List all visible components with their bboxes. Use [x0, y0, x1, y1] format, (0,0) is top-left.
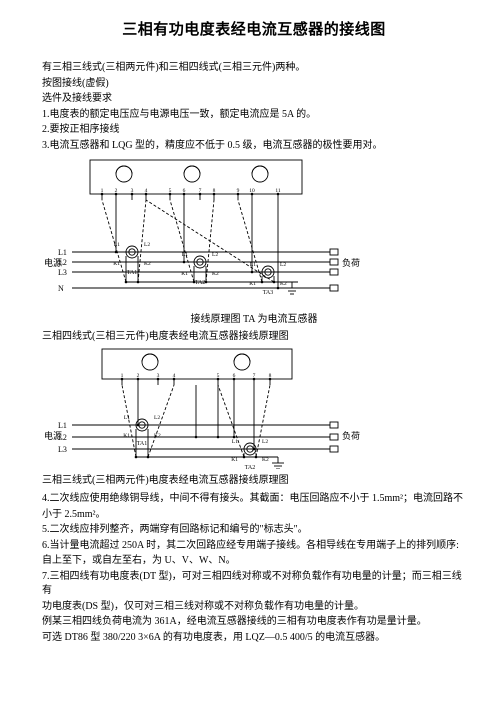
note-5: 5.二次线应排列整齐，两端穿有回路标记和编号的"标志头"。 — [42, 523, 466, 538]
intro-line-5: 2.要按正相序接线 — [42, 123, 466, 138]
note-8b: 可选 DT86 型 380/220 3×6A 的有功电度表，用 LQZ—0.5 … — [42, 631, 466, 646]
page-title: 三相有功电度表经电流互感器的接线图 — [42, 18, 466, 39]
svg-text:1: 1 — [121, 373, 124, 379]
svg-text:7: 7 — [199, 188, 202, 194]
svg-text:电源: 电源 — [44, 257, 62, 268]
intro-line-6: 3.电流互感器和 LQG 型的，精度应不低于 0.5 级，电流互感器的极性要用对… — [42, 139, 466, 154]
svg-text:9: 9 — [237, 188, 240, 194]
svg-text:3: 3 — [157, 373, 160, 379]
svg-text:3: 3 — [131, 188, 134, 194]
note-4a: 4.二次线应使用绝缘铜导线，中间不得有接头。其截面：电压回路应不小于 1.5mm… — [42, 492, 466, 507]
svg-text:8: 8 — [213, 188, 216, 194]
svg-text:4: 4 — [173, 373, 176, 379]
svg-text:10: 10 — [249, 188, 255, 194]
svg-text:N: N — [58, 284, 64, 293]
figure-1-wiring-3p4w: 1234567891011L1L2L3N电源负荷K1K2L1L2TA1K1K2L… — [42, 156, 362, 308]
svg-text:L1: L1 — [58, 421, 67, 430]
note-4b: 小于 2.5mm²。 — [42, 508, 466, 523]
svg-text:K1: K1 — [123, 433, 130, 439]
intro-line-3: 选件及接线要求 — [42, 92, 466, 107]
svg-text:L2: L2 — [262, 439, 268, 445]
figure-1-subcaption: 接线原理图 TA 为电流互感器 — [42, 310, 466, 325]
svg-text:6: 6 — [183, 188, 186, 194]
svg-text:8: 8 — [269, 373, 272, 379]
note-6a: 6.当计量电流超过 250A 时，其二次回路应经专用端子接线。各相导线在专用端子… — [42, 539, 466, 554]
figure-2-caption: 三相三线式(三相两元件)电度表经电流互感器接线原理图 — [42, 471, 466, 486]
intro-line-1: 有三相三线式(三相两元件)和三相四线式(三相三元件)两种。 — [42, 61, 466, 76]
note-7b: 功电度表(DS 型)，仅可对三相三线对称或不对称负载作有功电量的计量。 — [42, 600, 466, 615]
svg-text:负荷: 负荷 — [342, 430, 360, 441]
svg-text:L2: L2 — [280, 262, 286, 268]
svg-text:L3: L3 — [58, 445, 67, 454]
intro-line-4: 1.电度表的额定电压应与电源电压一致，额定电流应是 5A 的。 — [42, 108, 466, 123]
svg-text:4: 4 — [145, 188, 148, 194]
svg-text:11: 11 — [275, 188, 281, 194]
svg-text:K2: K2 — [262, 457, 269, 463]
svg-text:TA2: TA2 — [195, 280, 206, 286]
svg-text:L1: L1 — [232, 439, 238, 445]
note-8a: 例某三相四线负荷电流为 361A，经电流互感器接线的三相有功电度表作有功是量计量… — [42, 615, 466, 630]
intro-line-2: 按图接线(虚假) — [42, 77, 466, 92]
svg-text:1: 1 — [101, 188, 104, 194]
svg-text:6: 6 — [233, 373, 236, 379]
figure-2-wiring-3p3w: 12345678L1L2L3电源负荷K1K2L1L2TA1K1K2L1L2TA2 — [42, 345, 362, 469]
svg-text:K1: K1 — [113, 261, 120, 267]
svg-text:L1: L1 — [58, 248, 67, 257]
svg-text:TA1: TA1 — [127, 270, 138, 276]
svg-text:L2: L2 — [144, 242, 150, 248]
note-7a: 7.三相四线有功电度表(DT 型)，可对三相四线对称或不对称负载作有功电量的计量… — [42, 570, 466, 599]
svg-text:电源: 电源 — [44, 430, 62, 441]
figure-1-caption: 三相四线式(三相三元件)电度表经电流互感器接线原理图 — [42, 327, 466, 342]
svg-text:K1: K1 — [231, 457, 238, 463]
svg-text:负荷: 负荷 — [342, 257, 360, 268]
svg-text:K1: K1 — [181, 271, 188, 277]
note-6b: 自上至下，或自左至右，为 U、V、W、N。 — [42, 554, 466, 569]
svg-text:L3: L3 — [58, 268, 67, 277]
svg-text:5: 5 — [217, 373, 220, 379]
svg-text:K2: K2 — [144, 261, 151, 267]
svg-text:TA1: TA1 — [137, 441, 148, 447]
svg-text:L2: L2 — [212, 252, 218, 258]
svg-text:TA2: TA2 — [245, 465, 256, 469]
svg-text:7: 7 — [253, 373, 256, 379]
svg-text:K2: K2 — [212, 271, 219, 277]
svg-text:2: 2 — [137, 373, 140, 379]
svg-text:2: 2 — [115, 188, 118, 194]
svg-text:5: 5 — [169, 188, 172, 194]
svg-text:L2: L2 — [154, 415, 160, 421]
svg-text:TA3: TA3 — [263, 290, 274, 296]
